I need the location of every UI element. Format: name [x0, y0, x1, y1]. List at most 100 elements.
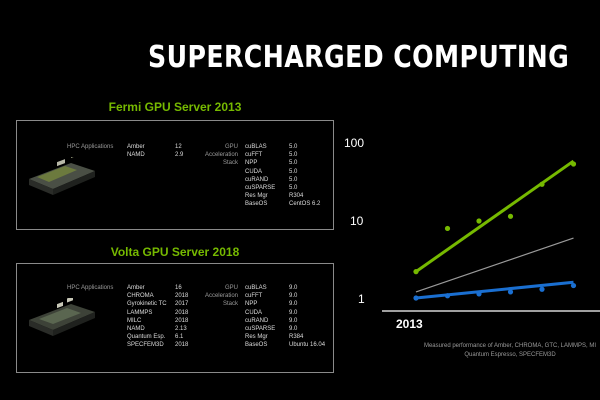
- page-title: SUPERCHARGED COMPUTING: [148, 40, 570, 75]
- x-tick-label: 2013: [396, 317, 423, 331]
- app-version: 2.13: [175, 326, 187, 333]
- app-version: 12: [175, 144, 182, 150]
- y-tick-label: 10: [350, 214, 364, 228]
- stack-version: 5.0: [289, 144, 298, 150]
- blue-data-point: [413, 295, 419, 301]
- stack-name: cuFFT: [245, 293, 263, 300]
- blue-data-point: [476, 291, 482, 297]
- hpc-label: HPC Applications: [67, 285, 114, 291]
- stack-name: NPP: [245, 301, 258, 308]
- panel-volta: HPC Applications Amber CHROMA Gyrokineti…: [16, 263, 334, 373]
- stack-names: cuBLAS cuFFT NPP CUDA cuRAND cuSPARSE Re…: [245, 143, 275, 209]
- app-version: 6.1: [175, 334, 184, 341]
- green-trend-line: [415, 159, 575, 273]
- stack-version: 9.0: [289, 309, 298, 316]
- stack-name: CUDA: [245, 309, 263, 316]
- green-data-point: [570, 161, 577, 167]
- app-name: SPECFEM3D: [127, 342, 164, 349]
- stack-versions: 9.0 9.0 9.0 9.0 9.0 9.0 R384 Ubuntu 16.0…: [289, 284, 325, 350]
- y-tick-label: 1: [358, 292, 365, 306]
- performance-chart: [382, 159, 600, 312]
- stack-label: Stack: [222, 160, 238, 167]
- stack-label: Acceleration: [204, 152, 238, 159]
- app-name: NAMD: [127, 152, 145, 159]
- panel-title-fermi: Fermi GPU Server 2013: [108, 100, 242, 114]
- blue-trend-line: [415, 280, 574, 300]
- blue-data-point: [570, 282, 577, 289]
- stack-versions: 5.0 5.0 5.0 5.0 5.0 5.0 R304 CentOS 6.2: [289, 143, 320, 209]
- blue-data-point: [539, 286, 545, 292]
- stack-version: 9.0: [289, 301, 298, 308]
- stack-version: 5.0: [289, 160, 298, 167]
- app-version: 2018: [175, 309, 189, 316]
- stack-name: cuRAND: [245, 176, 269, 183]
- app-versions: 16 2018 2017 2018 2018 2.13 6.1 2018: [175, 284, 188, 350]
- green-data-point: [507, 213, 514, 219]
- stack-name: BaseOS: [245, 342, 268, 349]
- stack-label: Acceleration: [204, 293, 238, 300]
- stack-version: Ubuntu 16.04: [289, 342, 326, 349]
- stack-name: cuRAND: [245, 317, 269, 324]
- green-data-point: [539, 181, 545, 187]
- stack-name: cuBLAS: [245, 144, 267, 150]
- app-versions: 12 2.9: [175, 143, 183, 159]
- app-version: 2018: [175, 293, 189, 300]
- stack-labels: GPU Acceleration Stack: [202, 143, 238, 168]
- app-name: CHROMA: [127, 293, 154, 300]
- stack-name: Res Mgr: [245, 334, 268, 341]
- stack-version: 5.0: [289, 152, 298, 159]
- footnote: Measured performance of Amber, CHROMA, G…: [410, 342, 600, 360]
- stack-label: GPU: [224, 285, 238, 291]
- stack-version: 9.0: [289, 317, 298, 324]
- app-name: Gyrokinetic TC: [127, 301, 167, 308]
- panel-title-volta: Volta GPU Server 2018: [110, 245, 240, 259]
- hpc-label: HPC Applications: [67, 144, 114, 150]
- stack-name: cuFFT: [245, 152, 263, 159]
- stack-name: BaseOS: [245, 201, 268, 208]
- stack-version: 5.0: [289, 185, 298, 192]
- panel-fermi: HPC Applications Amber NAMD 12 2.9 GPU A…: [16, 120, 334, 230]
- stack-name: cuSPARSE: [245, 326, 276, 333]
- stack-labels: GPU Acceleration Stack: [202, 284, 238, 309]
- blue-data-point: [507, 289, 514, 295]
- green-data-point: [444, 225, 451, 232]
- stack-version: 5.0: [289, 168, 298, 175]
- stack-name: CUDA: [245, 168, 263, 175]
- stack-version: R384: [289, 334, 304, 341]
- app-version: 16: [175, 285, 182, 291]
- stack-version: 9.0: [289, 326, 298, 333]
- server-image: [29, 298, 95, 336]
- stack-version: 9.0: [289, 285, 298, 291]
- app-name: MILC: [127, 317, 142, 324]
- app-name: Quantum Esp.: [127, 334, 166, 341]
- stack-label: Stack: [222, 301, 238, 308]
- stack-names: cuBLAS cuFFT NPP CUDA cuRAND cuSPARSE Re…: [245, 284, 275, 350]
- gray-trend-line: [415, 237, 574, 293]
- app-name: Amber: [127, 144, 145, 150]
- app-version: 2018: [175, 342, 189, 349]
- app-name: Amber: [127, 285, 145, 291]
- stack-name: cuBLAS: [245, 285, 267, 291]
- app-names: Amber CHROMA Gyrokinetic TC LAMMPS MILC …: [127, 284, 167, 350]
- app-name: LAMMPS: [127, 309, 153, 316]
- app-version: 2.9: [175, 152, 184, 159]
- footnote-line: Quantum Espresso, SPECFEM3D: [464, 352, 556, 358]
- blue-data-point: [444, 293, 451, 299]
- server-image: [29, 157, 95, 195]
- stack-name: NPP: [245, 160, 258, 167]
- app-names: Amber NAMD: [127, 143, 145, 159]
- green-data-point: [413, 269, 419, 275]
- stack-version: 9.0: [289, 293, 298, 300]
- green-data-point: [476, 218, 482, 224]
- stack-version: 5.0: [289, 176, 298, 183]
- stack-label: GPU: [224, 144, 238, 150]
- stack-version: R304: [289, 193, 304, 200]
- stack-name: cuSPARSE: [245, 185, 276, 192]
- y-tick-label: 100: [344, 136, 365, 150]
- app-version: 2017: [175, 301, 189, 308]
- stack-name: Res Mgr: [245, 193, 268, 200]
- footnote-line: Measured performance of Amber, CHROMA, G…: [423, 343, 597, 349]
- stack-version: CentOS 6.2: [289, 201, 321, 208]
- app-version: 2018: [175, 317, 189, 324]
- app-name: NAMD: [127, 326, 145, 333]
